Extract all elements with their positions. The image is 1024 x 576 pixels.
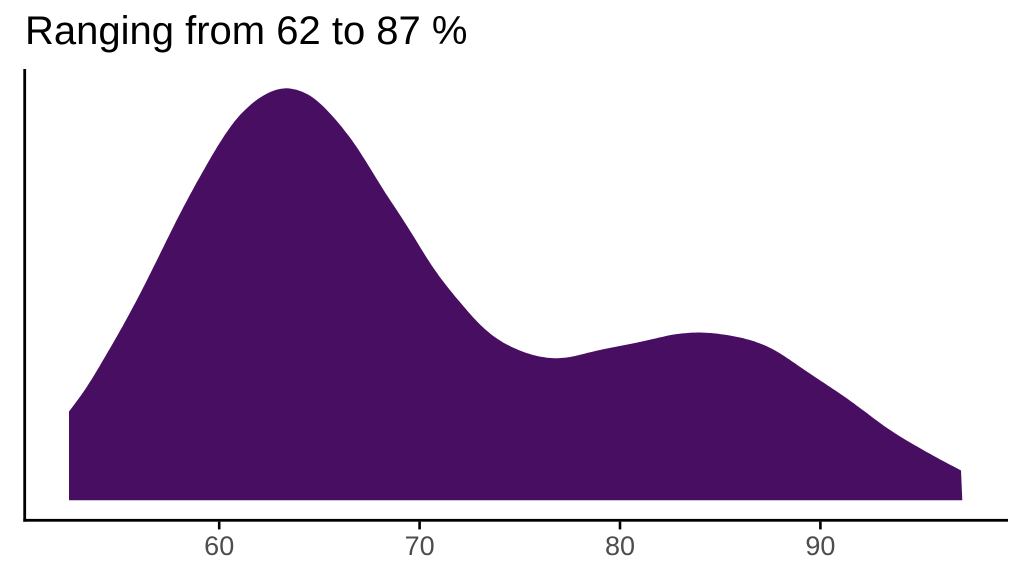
svg-text:60: 60 [204,531,234,561]
svg-text:90: 90 [805,531,835,561]
svg-text:70: 70 [405,531,435,561]
svg-text:80: 80 [605,531,635,561]
